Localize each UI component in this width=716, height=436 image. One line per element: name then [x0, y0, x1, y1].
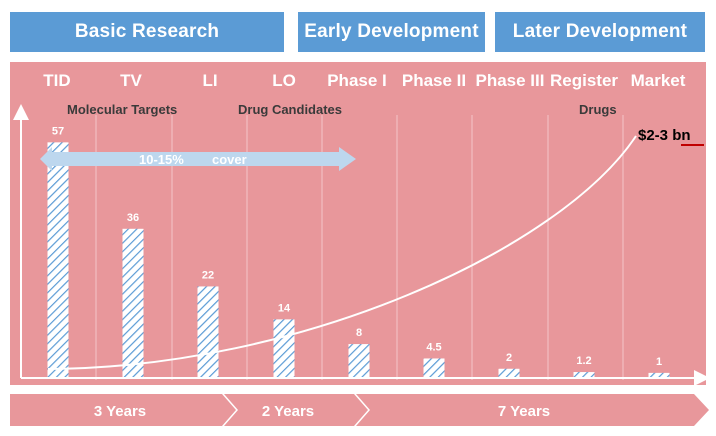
- bar-phase-iii: [498, 368, 520, 377]
- timeline-label-2-years: 2 Years: [262, 403, 314, 420]
- value-label-phase-ii: 4.5: [426, 341, 441, 353]
- bar-phase-i: [348, 344, 370, 377]
- header-early-development: Early Development: [298, 12, 485, 52]
- timeline-label-7-years: 7 Years: [498, 403, 550, 420]
- phase-label-phase-iii: Phase III: [476, 71, 545, 90]
- cost-callout: $2-3 bn: [638, 127, 691, 144]
- phase-label-phase-ii: Phase II: [402, 71, 466, 90]
- value-label-li: 22: [202, 269, 214, 281]
- phase-label-market: Market: [631, 71, 686, 90]
- value-label-lo: 14: [278, 302, 291, 314]
- timeline-segment-3-years: [10, 394, 236, 426]
- bar-li: [197, 286, 219, 377]
- group-label-drugs: Drugs: [579, 102, 617, 117]
- phase-label-li: LI: [202, 71, 217, 90]
- bar-market: [648, 372, 670, 377]
- value-label-phase-iii: 2: [506, 352, 512, 364]
- value-label-phase-i: 8: [356, 327, 362, 339]
- bar-phase-ii: [423, 358, 445, 377]
- bar-register: [573, 372, 595, 377]
- header-basic-research: Basic Research: [10, 12, 284, 52]
- group-label-drug-candidates: Drug Candidates: [238, 102, 342, 117]
- coverage-arrow: 10-15% cover: [40, 147, 356, 171]
- timeline-label-3-years: 3 Years: [94, 403, 146, 420]
- phase-label-tv: TV: [120, 71, 142, 90]
- bar-tv: [122, 228, 144, 377]
- timeline: 3 Years 2 Years 7 Years: [10, 394, 709, 426]
- bar-tid: [47, 142, 69, 377]
- timeline-segment-2-years: [224, 394, 368, 426]
- group-label-molecular-targets: Molecular Targets: [67, 102, 177, 117]
- header-later-development: Later Development: [495, 12, 705, 52]
- coverage-arrow-label: 10-15%: [139, 152, 184, 167]
- phase-label-phase-i: Phase I: [327, 71, 387, 90]
- bar-lo: [273, 319, 295, 377]
- value-label-register: 1.2: [576, 355, 591, 367]
- cost-curve: [47, 135, 637, 370]
- timeline-segment-7-years: [356, 394, 709, 426]
- value-label-tid: 57: [52, 125, 64, 137]
- phase-label-lo: LO: [272, 71, 296, 90]
- phase-label-tid: TID: [43, 71, 70, 90]
- value-label-tv: 36: [127, 212, 139, 224]
- coverage-arrow-suffix: cover: [212, 152, 247, 167]
- value-label-market: 1: [656, 356, 662, 368]
- phase-label-register: Register: [550, 71, 618, 90]
